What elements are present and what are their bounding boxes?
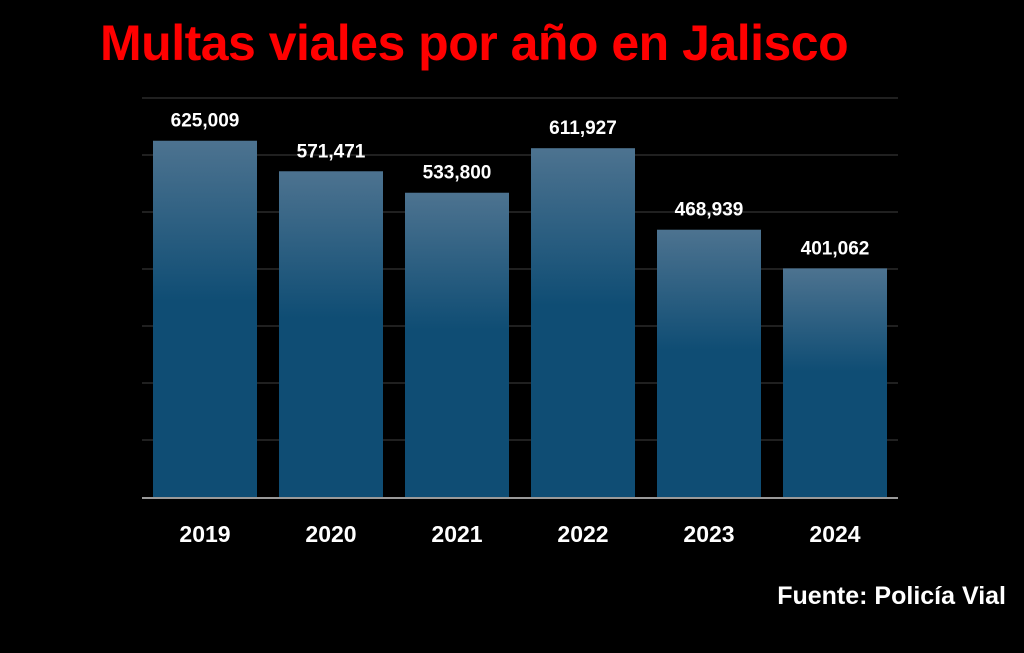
x-tick-2019: 2019 <box>179 521 230 547</box>
source-note: Fuente: Policía Vial <box>777 582 1006 610</box>
x-tick-2022: 2022 <box>557 521 608 547</box>
bar-2022 <box>531 148 635 498</box>
value-label-2023: 468,939 <box>675 200 744 221</box>
gridlines <box>142 97 898 441</box>
value-label-2019: 625,009 <box>171 111 240 132</box>
bar-2021 <box>405 192 509 497</box>
chart-title: Multas viales por año en Jalisco <box>100 15 849 71</box>
bar-2023 <box>657 229 761 497</box>
x-tick-2023: 2023 <box>683 521 734 547</box>
bars <box>153 140 887 498</box>
value-labels: 625,009 571,471 533,800 611,927 468,939 401,0… <box>171 111 870 260</box>
value-label-2021: 533,800 <box>423 163 492 184</box>
bar-2020 <box>279 171 383 497</box>
value-label-2020: 571,471 <box>297 141 366 162</box>
bar-2019 <box>153 140 257 497</box>
value-label-2024: 401,062 <box>801 238 870 259</box>
bar-2024 <box>783 268 887 497</box>
x-tick-2024: 2024 <box>809 521 860 547</box>
x-tick-2020: 2020 <box>305 521 356 547</box>
x-tick-2021: 2021 <box>431 521 482 547</box>
value-label-2022: 611,927 <box>549 118 617 139</box>
bar-chart: 625,009 571,471 533,800 611,927 468,939 401,0… <box>142 97 898 547</box>
x-tick-labels: 2019 2020 2021 2022 2023 2024 <box>179 521 860 547</box>
